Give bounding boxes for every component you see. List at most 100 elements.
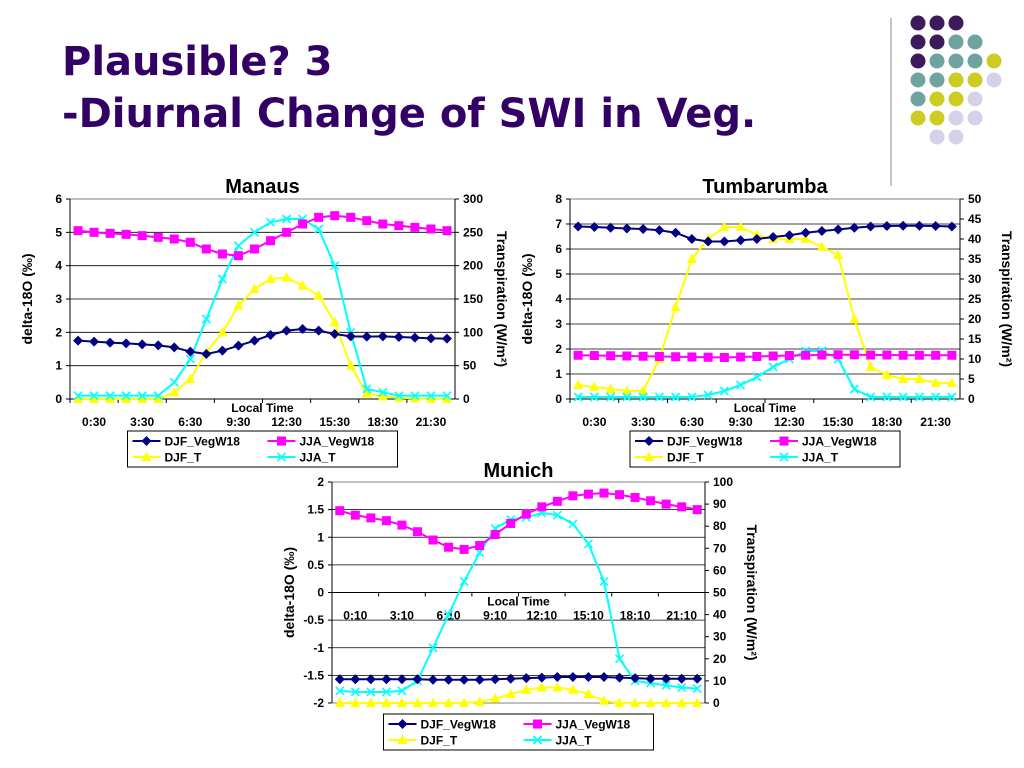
data-point <box>298 219 308 229</box>
series-JJA_T <box>73 214 452 401</box>
data-point <box>393 332 404 342</box>
decorative-dot <box>910 34 926 50</box>
decorative-dot <box>948 72 964 88</box>
decorative-dot <box>929 72 945 88</box>
data-point <box>297 324 308 334</box>
x-tick-label: 18:30 <box>367 415 398 429</box>
series-JJA_VegW18 <box>573 350 957 362</box>
y2-tick-label: 90 <box>713 497 727 511</box>
data-point <box>73 226 83 236</box>
decorative-dot <box>910 110 926 126</box>
series-line <box>578 224 952 243</box>
data-point <box>282 227 292 237</box>
data-point <box>378 387 388 397</box>
legend-item: DJF_VegW18 <box>132 435 240 449</box>
y2-axis-label: Transpiration (W/m²) <box>999 231 1015 367</box>
data-point <box>396 697 407 707</box>
data-point <box>686 253 697 263</box>
y2-axis-label: Transpiration (W/m²) <box>494 231 510 367</box>
y2-tick-label: 40 <box>713 608 727 622</box>
y2-tick-label: 20 <box>968 312 982 326</box>
data-point <box>233 300 244 310</box>
data-point <box>201 349 212 359</box>
data-point <box>816 226 827 236</box>
data-point <box>599 488 609 498</box>
x-tick-label: 15:30 <box>823 415 854 429</box>
data-point <box>345 360 356 370</box>
slide-title-line-1: Plausible? 3 <box>62 39 333 85</box>
data-point <box>687 392 697 402</box>
legend: DJF_VegW18 JJA_VegW18 DJF_T JJA_T <box>127 430 398 468</box>
data-point <box>428 674 439 685</box>
data-point <box>441 333 452 344</box>
data-point <box>751 234 762 244</box>
data-point <box>137 339 148 350</box>
data-point <box>567 672 578 683</box>
data-point <box>930 377 941 387</box>
data-point <box>719 236 730 247</box>
y2-tick-label: 50 <box>713 586 727 600</box>
y-axis-label: delta-18O (‰) <box>519 253 535 344</box>
data-point <box>441 393 452 403</box>
y-tick-label: 1.5 <box>307 503 324 517</box>
x-tick-label: 12:10 <box>526 609 557 623</box>
y-axis-label: delta-18O (‰) <box>281 547 297 638</box>
data-point <box>169 234 179 244</box>
data-point <box>931 350 941 360</box>
data-point <box>661 673 672 684</box>
decorative-dot <box>929 110 945 126</box>
series-line <box>339 686 698 704</box>
data-point <box>589 381 600 391</box>
y2-axis-label: Transpiration (W/m²) <box>744 524 760 660</box>
data-point <box>677 682 687 693</box>
data-point <box>365 697 376 707</box>
data-point <box>345 331 356 342</box>
x-axis-label: Local Time <box>487 595 550 609</box>
data-point <box>866 350 876 360</box>
data-point <box>313 325 324 336</box>
y2-tick-label: 0 <box>463 392 470 406</box>
y2-tick-label: 300 <box>463 192 483 206</box>
data-point <box>281 325 292 336</box>
series-line <box>77 327 447 356</box>
data-point <box>645 697 656 707</box>
legend-item: DJF_T <box>635 451 704 465</box>
data-point <box>849 350 859 360</box>
data-point <box>329 316 340 327</box>
data-point <box>443 674 454 685</box>
y2-tick-label: 50 <box>968 192 982 206</box>
data-point <box>914 392 924 402</box>
legend-item: JJA_VegW18 <box>770 435 877 449</box>
data-point <box>442 226 452 236</box>
y-tick-label: 8 <box>555 192 562 206</box>
data-point <box>89 336 100 347</box>
y2-tick-label: 60 <box>713 563 727 577</box>
legend: DJF_VegW18 JJA_VegW18 DJF_T JJA_T <box>629 430 901 468</box>
decorative-dot <box>948 53 964 69</box>
data-point <box>638 385 649 395</box>
legend-marker <box>779 436 789 446</box>
data-point <box>583 688 594 699</box>
data-point <box>537 502 547 512</box>
data-point <box>381 687 391 697</box>
y2-tick-label: 10 <box>968 352 982 366</box>
legend-box <box>629 430 901 468</box>
legend-label: JJA_T <box>300 451 337 465</box>
data-point <box>428 643 438 653</box>
data-point <box>661 499 671 509</box>
data-point <box>621 385 632 395</box>
data-point <box>573 221 584 232</box>
data-point <box>661 697 672 707</box>
data-point <box>914 350 924 360</box>
data-point <box>703 236 714 247</box>
data-point <box>654 392 664 402</box>
legend-marker <box>533 719 542 729</box>
legend-marker <box>141 436 152 446</box>
decorative-dot <box>929 91 945 107</box>
x-tick-label: 12:30 <box>774 415 805 429</box>
x-tick-label: 9:30 <box>729 415 753 429</box>
series-line <box>77 214 448 257</box>
data-point <box>736 352 746 362</box>
data-point <box>605 383 616 393</box>
data-point <box>350 510 360 520</box>
